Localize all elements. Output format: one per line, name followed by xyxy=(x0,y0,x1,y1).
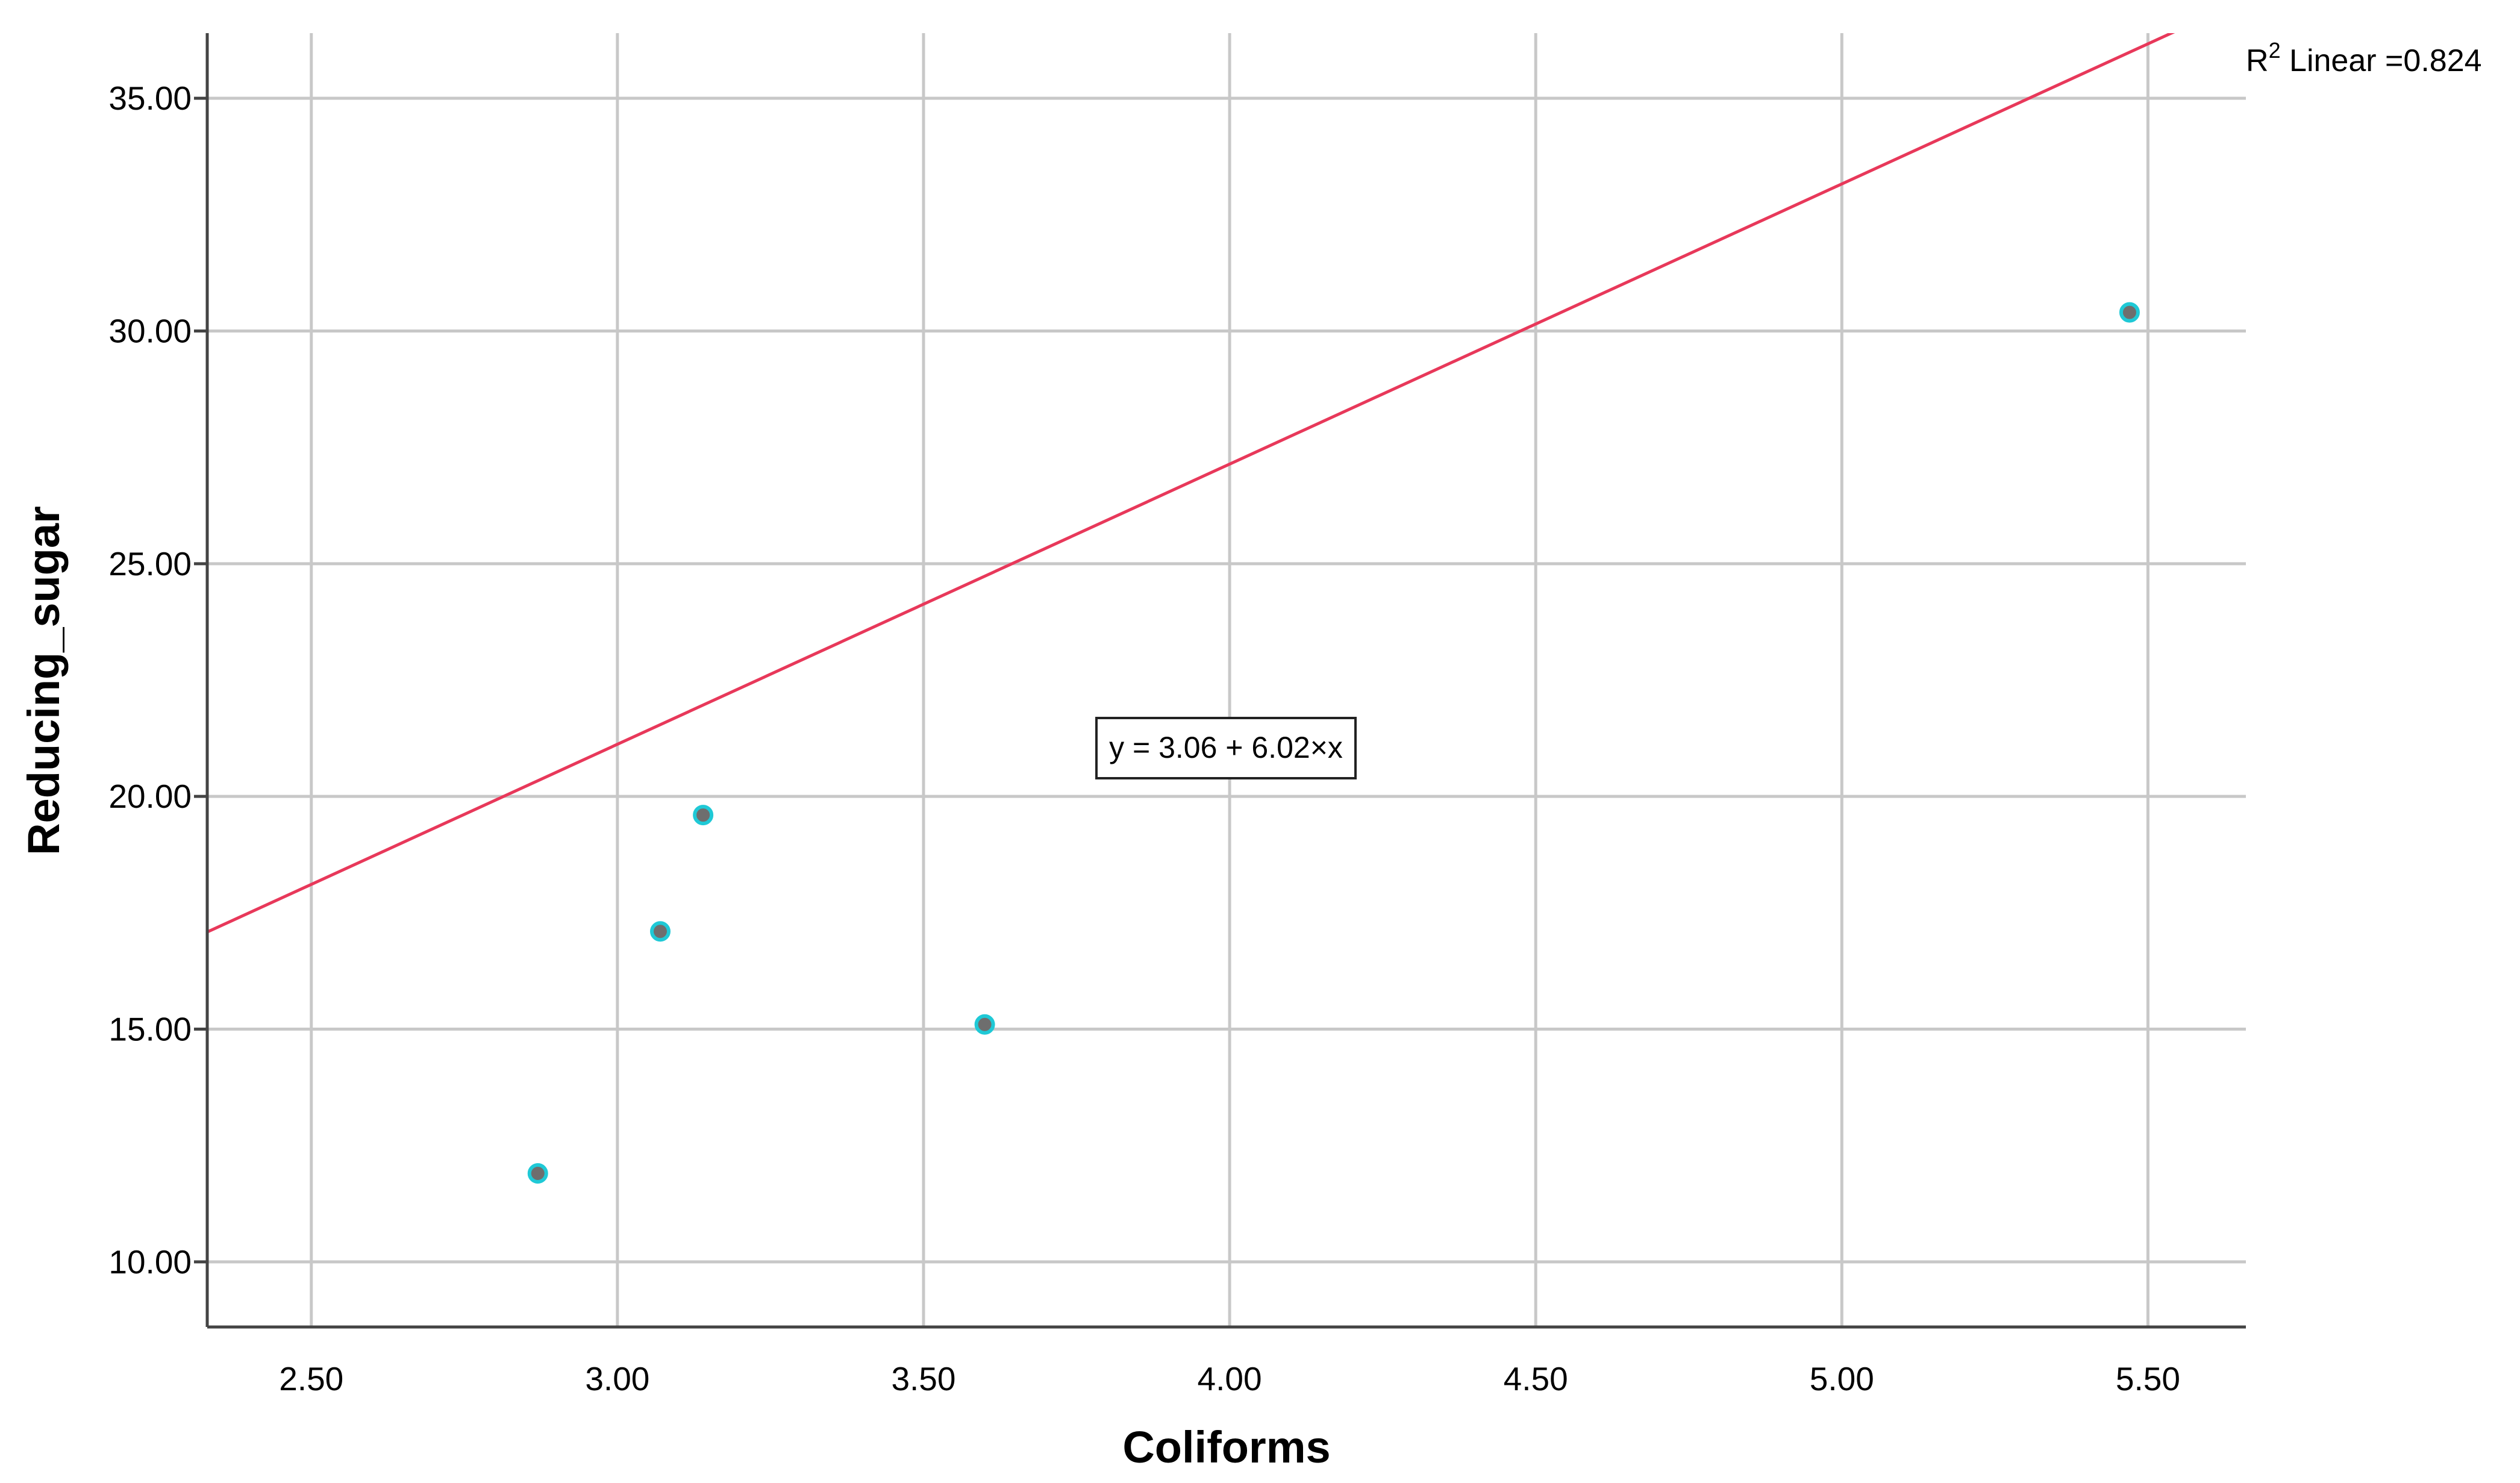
y-tick-label: 30.00 xyxy=(108,313,192,350)
r2-prefix: R xyxy=(2246,43,2269,78)
r2-label: R2 Linear =0.824 xyxy=(2246,38,2482,78)
r2-superscript: 2 xyxy=(2269,38,2281,63)
x-tick-labels: 2.50 3.00 3.50 4.00 4.50 5.00 5.50 xyxy=(279,1360,2180,1397)
y-axis-title: Reducing_sugar xyxy=(19,506,69,855)
x-tick-label: 4.00 xyxy=(1198,1360,1262,1397)
x-tick-label: 3.00 xyxy=(585,1360,649,1397)
x-tick-label: 5.50 xyxy=(2116,1360,2180,1397)
y-tick-label: 25.00 xyxy=(108,545,192,582)
regression-line xyxy=(207,33,2175,934)
data-point xyxy=(650,921,671,942)
x-tick-label: 2.50 xyxy=(279,1360,343,1397)
axes xyxy=(194,33,2246,1329)
equation-label: y = 3.06 + 6.02×x xyxy=(1109,731,1343,764)
x-tick-label: 5.00 xyxy=(1810,1360,1874,1397)
regression-line-group xyxy=(207,33,2175,934)
data-point xyxy=(693,805,714,826)
x-gridlines xyxy=(310,33,2150,1327)
x-axis-title: Coliforms xyxy=(1122,1422,1330,1472)
y-tick-labels: 10.00 15.00 20.00 25.00 30.00 35.00 xyxy=(108,80,192,1281)
x-tick-label: 3.50 xyxy=(891,1360,955,1397)
r2-text: Linear =0.824 xyxy=(2281,43,2482,78)
equation-box: y = 3.06 + 6.02×x xyxy=(1095,717,1357,779)
data-points xyxy=(527,302,2140,1184)
data-point xyxy=(2119,302,2140,323)
y-gridlines xyxy=(207,96,2246,1264)
y-tick-label: 20.00 xyxy=(108,778,192,815)
y-tick-label: 15.00 xyxy=(108,1010,192,1047)
x-tick-label: 4.50 xyxy=(1504,1360,1568,1397)
data-point xyxy=(527,1163,548,1184)
data-point xyxy=(974,1014,995,1035)
y-tick-label: 10.00 xyxy=(108,1243,192,1281)
y-tick-label: 35.00 xyxy=(108,80,192,117)
